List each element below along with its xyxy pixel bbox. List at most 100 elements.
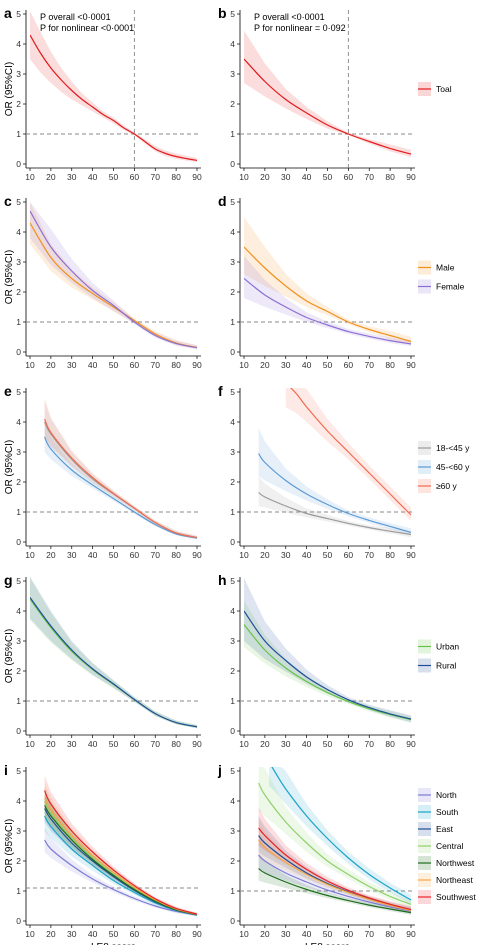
panel-i: i 0 1 2 3 4 5 10 20 30 40 50 60 70 80 90 OR (95%CI) LE8 s… xyxy=(4,762,202,945)
y-tick-label: 3 xyxy=(230,257,235,267)
x-tick-label: 50 xyxy=(109,550,119,560)
x-tick-label: 40 xyxy=(88,360,98,370)
x-tick-label: 90 xyxy=(406,739,416,749)
x-tick-label: 20 xyxy=(46,360,56,370)
y-tick-label: 5 xyxy=(230,766,235,776)
ci-band-Toal xyxy=(30,11,197,162)
x-tick-label: 80 xyxy=(171,739,181,749)
x-tick-label: 50 xyxy=(323,929,333,939)
y-tick-label: 5 xyxy=(230,9,235,19)
series-line-Northeast xyxy=(258,839,412,912)
y-tick-label: 0 xyxy=(16,537,21,547)
y-tick-label: 3 xyxy=(16,447,21,457)
x-tick-label: 30 xyxy=(281,360,291,370)
panel-g: g 0 1 2 3 4 5 10 20 30 40 50 60 70 80 90 OR (95%CI) xyxy=(4,572,202,749)
y-tick-label: 4 xyxy=(230,227,235,237)
series-line-North xyxy=(258,854,412,912)
ci-band-North xyxy=(44,828,197,917)
ci-band-Northwest xyxy=(258,853,411,915)
x-tick-label: 60 xyxy=(130,360,140,370)
y-tick-label: 3 xyxy=(16,69,21,79)
y-tick-label: 2 xyxy=(16,666,21,676)
legend-label-Southwest: Southwest xyxy=(436,892,476,902)
x-axis-title: LE8 score xyxy=(305,942,350,945)
x-tick-label: 10 xyxy=(239,360,249,370)
panel-label-c: c xyxy=(4,193,12,209)
x-tick-label: 10 xyxy=(239,172,249,182)
plot-area xyxy=(244,578,412,723)
y-tick-label: 1 xyxy=(16,886,21,896)
y-tick-label: 0 xyxy=(230,537,235,547)
y-tick-label: 2 xyxy=(16,287,21,297)
x-tick-label: 50 xyxy=(109,739,119,749)
ci-band-≥60 y xyxy=(285,388,411,521)
series-line-Toal xyxy=(30,34,198,161)
y-tick-label: 3 xyxy=(16,826,21,836)
x-tick-label: 40 xyxy=(302,550,312,560)
y-tick-label: 4 xyxy=(230,606,235,616)
y-tick-label: 3 xyxy=(16,636,21,646)
series-line-Male xyxy=(30,222,198,349)
panel-label-b: b xyxy=(218,5,227,21)
y-tick-label: 0 xyxy=(16,159,21,169)
legend-label-East: East xyxy=(436,824,454,834)
plot-area xyxy=(258,388,412,538)
y-tick-label: 2 xyxy=(230,477,235,487)
y-tick-label: 4 xyxy=(16,227,21,237)
x-tick-label: 70 xyxy=(365,739,375,749)
ci-band-Female xyxy=(244,256,411,347)
legend-label-18-<45 y: 18-<45 y xyxy=(436,443,470,453)
y-tick-label: 0 xyxy=(230,347,235,357)
legend-label-45-<60 y: 45-<60 y xyxy=(436,462,470,472)
x-tick-label: 60 xyxy=(130,739,140,749)
x-tick-label: 40 xyxy=(88,929,98,939)
panel-j: j 0 1 2 3 4 5 10 20 30 40 50 60 70 80 90 LE8 score xyxy=(217,762,416,945)
legend-row-2: Male Female xyxy=(418,260,465,294)
x-tick-label: 80 xyxy=(385,929,395,939)
legend-label-Rural: Rural xyxy=(436,661,456,671)
y-tick-label: 1 xyxy=(16,507,21,517)
x-tick-label: 40 xyxy=(88,172,98,182)
x-tick-label: 20 xyxy=(260,360,270,370)
legend-label-Female: Female xyxy=(436,282,465,292)
ci-band-Rural xyxy=(30,577,197,729)
annotation-text: P overall <0·0001 xyxy=(40,12,111,22)
x-tick-label: 30 xyxy=(281,929,291,939)
series-line-Female xyxy=(30,210,198,349)
y-tick-label: 1 xyxy=(230,129,235,139)
x-tick-label: 50 xyxy=(323,172,333,182)
annotation-text: P for nonlinear <0·0001 xyxy=(40,23,134,33)
y-axis-title: OR (95%CI) xyxy=(4,250,15,304)
y-tick-label: 0 xyxy=(16,347,21,357)
panel-label-e: e xyxy=(4,383,12,399)
series-line-≥60 y xyxy=(44,418,198,539)
series-line-18-<45 y xyxy=(44,421,198,539)
series-line-North xyxy=(44,839,198,916)
y-tick-label: 3 xyxy=(230,826,235,836)
y-tick-label: 2 xyxy=(16,856,21,866)
legend-label-Northeast: Northeast xyxy=(436,875,473,885)
series-line-Female xyxy=(244,278,412,345)
x-tick-label: 50 xyxy=(109,172,119,182)
ci-band-Northwest xyxy=(44,792,197,916)
x-tick-label: 90 xyxy=(192,929,202,939)
y-tick-label: 5 xyxy=(16,576,21,586)
plot-area xyxy=(244,217,412,347)
x-tick-label: 10 xyxy=(239,929,249,939)
y-tick-label: 4 xyxy=(230,417,235,427)
x-tick-label: 80 xyxy=(385,360,395,370)
ci-band-South xyxy=(44,801,197,917)
series-line-Urban xyxy=(244,624,412,721)
x-tick-label: 90 xyxy=(192,550,202,560)
ci-band-South xyxy=(269,767,411,905)
x-tick-label: 70 xyxy=(365,929,375,939)
plot-area xyxy=(244,30,412,158)
x-tick-label: 90 xyxy=(406,172,416,182)
ci-band-Female xyxy=(30,202,197,350)
plot-area xyxy=(30,202,198,350)
series-line-Northwest xyxy=(44,805,198,916)
y-tick-label: 4 xyxy=(230,39,235,49)
series-line-South xyxy=(271,767,412,901)
x-tick-label: 60 xyxy=(130,929,140,939)
ci-band-Northeast xyxy=(258,819,411,914)
